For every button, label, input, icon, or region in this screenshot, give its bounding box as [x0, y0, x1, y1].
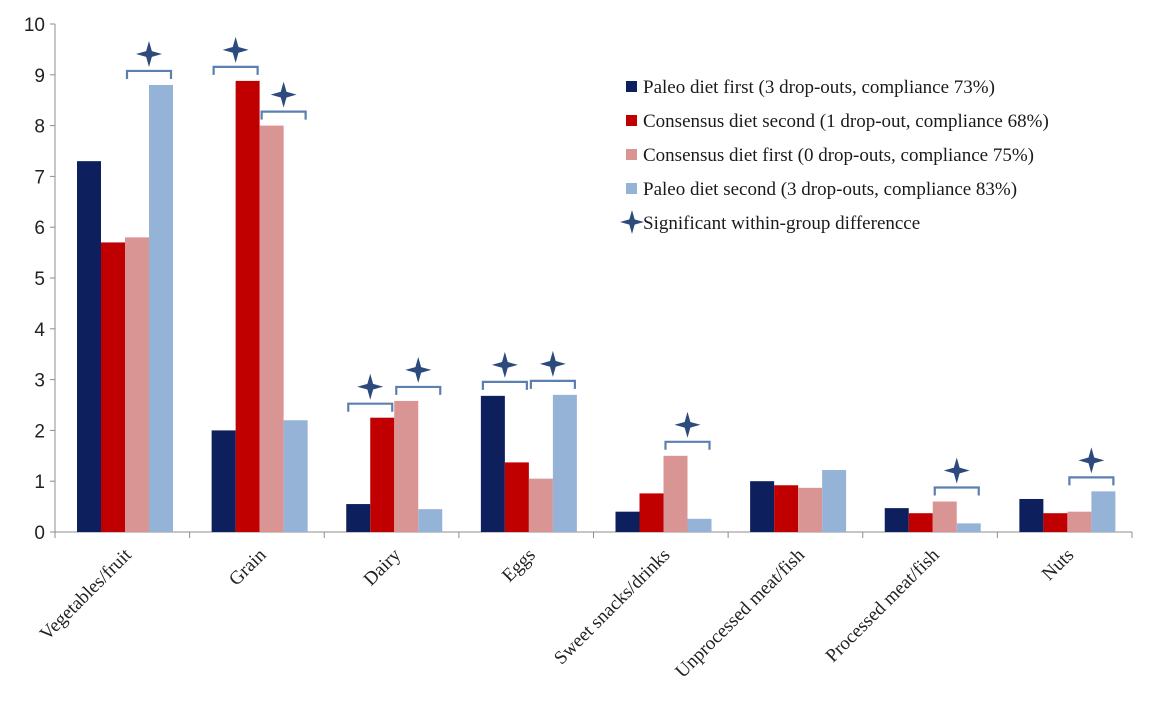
bar [125, 237, 149, 533]
category-label: Sweet snacks/drinks [550, 545, 674, 669]
significance-star-icon [1078, 447, 1105, 474]
significance-star-icon [943, 457, 970, 484]
y-tick-label: 8 [34, 117, 45, 138]
bar [1043, 513, 1068, 532]
bar [1067, 511, 1092, 532]
significance-star-icon [222, 36, 249, 63]
bar [418, 509, 443, 532]
legend-swatch [626, 115, 637, 126]
category-label: Dairy [360, 544, 406, 590]
bar [77, 161, 101, 532]
category-label: Eggs [498, 545, 540, 587]
bar [884, 508, 909, 532]
legend-label: Paleo diet first (3 drop-outs, complianc… [643, 77, 995, 98]
significance-bracket [125, 69, 173, 79]
significance-bracket [933, 486, 980, 496]
bar [932, 501, 957, 532]
significance-bracket [260, 110, 307, 120]
significance-star-icon [270, 81, 297, 108]
bar [504, 462, 529, 532]
significance-star-icon [136, 40, 162, 67]
category-label: Vegetables/fruit [36, 544, 136, 644]
category-label: Processed meat/fish [822, 544, 944, 666]
legend-swatch [626, 81, 637, 92]
bar [552, 394, 577, 532]
category-label: Grain [225, 544, 271, 590]
legend-swatch [626, 183, 637, 194]
legend-label-significance: Significant within-group differencce [643, 213, 920, 234]
significance-star-icon [539, 350, 566, 377]
significance-bracket [481, 380, 528, 390]
y-axis: 0 1 2 3 4 5 6 7 8 9 10 [24, 15, 56, 544]
bar [687, 518, 712, 532]
y-tick-label: 6 [34, 218, 45, 239]
legend-label: Paleo diet second (3 drop-outs, complian… [643, 179, 1017, 200]
significance-bracket [664, 440, 711, 450]
y-tick-label: 3 [34, 371, 45, 392]
bar [235, 80, 260, 532]
bar [822, 470, 847, 532]
bar [259, 125, 284, 532]
legend: Paleo diet first (3 drop-outs, complianc… [620, 77, 1049, 234]
bar [908, 513, 933, 532]
significance-bracket [529, 379, 576, 389]
bar [615, 511, 640, 532]
bar [798, 487, 823, 532]
bar [750, 481, 775, 532]
y-tick-label: 0 [34, 523, 45, 544]
significance-star-icon [674, 411, 701, 438]
y-tick-label: 5 [34, 269, 45, 290]
bar [101, 242, 125, 532]
y-tick-label: 10 [24, 15, 45, 36]
bar [211, 430, 236, 532]
significance-bracket [347, 402, 394, 412]
bar [774, 485, 799, 532]
bar [480, 395, 505, 532]
legend-label: Consensus diet first (0 drop-outs, compl… [643, 145, 1034, 166]
significance-bracket [1068, 476, 1115, 486]
bar [639, 493, 664, 532]
legend-label: Consensus diet second (1 drop-out, compl… [643, 111, 1049, 132]
y-tick-label: 4 [34, 320, 45, 341]
y-tick-label: 7 [34, 167, 45, 188]
bar [283, 420, 308, 532]
significance-star-icon [357, 373, 384, 400]
significance-star-icon [405, 356, 432, 383]
bar [394, 400, 419, 532]
category-label: Unprocessed meat/fish [671, 544, 809, 682]
four-point-star-icon [620, 210, 644, 234]
y-tick-label: 2 [34, 421, 45, 442]
bar [370, 417, 395, 532]
bar [956, 523, 981, 532]
x-axis: Vegetables/fruit Grain Dairy Eggs Sweet snac… [36, 531, 1133, 682]
bars [77, 80, 1116, 533]
bar [346, 504, 371, 532]
significance-bracket [212, 65, 259, 75]
bar [1091, 491, 1116, 532]
significance-bracket [395, 385, 442, 395]
category-label: Nuts [1038, 545, 1078, 585]
legend-swatch [626, 149, 637, 160]
bar [1019, 498, 1044, 532]
significance-star-icon [491, 351, 518, 378]
bar [149, 84, 173, 533]
significance-markers [125, 36, 1115, 496]
bar [663, 455, 688, 532]
y-tick-label: 9 [34, 66, 45, 87]
y-tick-label: 1 [34, 472, 45, 493]
bar [528, 478, 553, 532]
